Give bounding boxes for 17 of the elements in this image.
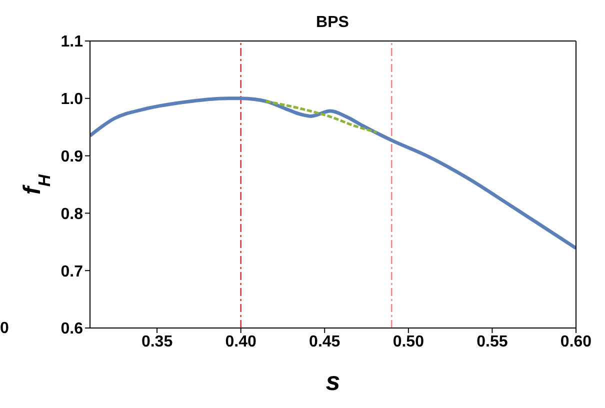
x-tick-label: 0.60	[560, 333, 592, 350]
line-series	[90, 96, 576, 250]
x-tick-label: 0.50	[392, 333, 424, 350]
x-tick-label: 0.40	[225, 333, 256, 350]
y-tick-label: 0.6	[60, 320, 84, 338]
x-axis-title: s	[326, 366, 340, 396]
y-tick-label: 0.7	[60, 263, 84, 280]
y-tick-label: 0.9	[60, 148, 84, 166]
x-tick-label: 0.35	[141, 333, 173, 350]
line-series	[264, 100, 378, 134]
y-tick-label: 1.0	[60, 91, 84, 108]
x-tick-label: 0.45	[309, 333, 340, 350]
text: 0	[0, 320, 9, 338]
y-tick-label: 1.1	[60, 34, 84, 51]
chart-title: BPS	[315, 14, 350, 32]
y-tick-label: 0.8	[60, 206, 84, 223]
x-tick-label: 0.55	[476, 333, 508, 350]
